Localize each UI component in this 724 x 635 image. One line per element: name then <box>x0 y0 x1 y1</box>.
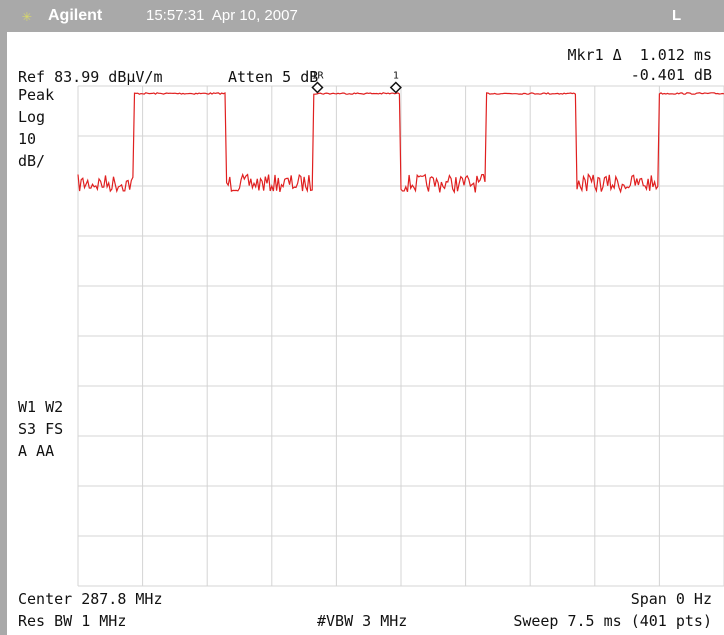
mode-indicator: L <box>672 7 682 24</box>
marker-label-text: 1 <box>393 71 399 82</box>
trace-line <box>77 92 724 195</box>
graticule <box>77 85 724 587</box>
marker-time-value: 1.012 ms <box>639 46 712 64</box>
title-bar: ✳ Agilent 15:57:31 Apr 10, 2007 L <box>0 0 724 32</box>
marker-amplitude-value: -0.401 dB <box>630 66 712 84</box>
timestamp: 15:57:31 Apr 10, 2007 <box>146 5 298 27</box>
scale-type: Log <box>18 108 46 126</box>
marker-readout-time: Mkr1 Δ 1.012 ms <box>568 46 713 64</box>
delta-marker: 1 <box>389 71 402 94</box>
span: Span 0 Hz <box>630 590 712 608</box>
trace-annotation-2: S3 FS <box>18 420 64 438</box>
marker-label-text: 1R <box>311 71 324 82</box>
trace-annotation-3: A AA <box>18 442 55 460</box>
marker-label: Mkr1 Δ <box>567 46 622 64</box>
scale-value: 10 <box>18 130 37 148</box>
video-bandwidth: #VBW 3 MHz <box>317 612 408 630</box>
sweep-time: Sweep 7.5 ms (401 pts) <box>513 612 712 630</box>
resolution-bandwidth: Res BW 1 MHz <box>18 612 127 630</box>
date-text: Apr 10, 2007 <box>211 7 298 24</box>
time-text: 15:57:31 <box>146 7 205 24</box>
marker-group: 1R 1 <box>311 71 402 94</box>
agilent-spark-icon: ✳ <box>22 6 32 25</box>
left-frame <box>0 32 7 635</box>
marker-diamond-icon <box>311 81 324 94</box>
detector-label: Peak <box>18 86 55 104</box>
scale-unit: dB/ <box>18 152 46 170</box>
trace-annotation-1: W1 W2 <box>18 398 64 416</box>
center-frequency: Center 287.8 MHz <box>18 590 163 608</box>
marker-diamond-icon <box>389 81 402 94</box>
attenuation: Atten 5 dB <box>228 68 319 86</box>
brand-logo: Agilent <box>48 7 103 24</box>
ref-level: Ref 83.99 dBμV/m <box>18 68 163 86</box>
reference-marker: 1R <box>311 71 324 94</box>
